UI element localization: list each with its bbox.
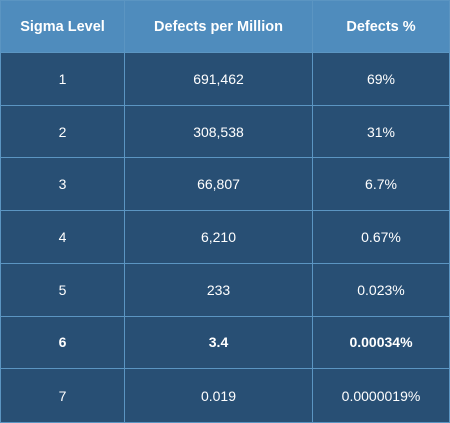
cell-dpm: 691,462 bbox=[125, 53, 313, 106]
cell-sigma: 1 bbox=[1, 53, 125, 106]
cell-pct: 0.0000019% bbox=[313, 369, 449, 422]
cell-dpm: 308,538 bbox=[125, 105, 313, 159]
cell-dpm: 6,210 bbox=[125, 211, 313, 264]
cell-pct: 69% bbox=[313, 53, 449, 106]
cell-sigma: 2 bbox=[1, 105, 125, 159]
cell-pct: 31% bbox=[313, 105, 449, 159]
cell-sigma: 7 bbox=[1, 369, 125, 422]
cell-pct: 0.00034% bbox=[313, 316, 449, 370]
cell-dpm: 0.019 bbox=[125, 369, 313, 422]
cell-dpm: 233 bbox=[125, 263, 313, 317]
cell-pct: 6.7% bbox=[313, 158, 449, 212]
header-sigma-level: Sigma Level bbox=[1, 1, 125, 53]
header-defects-per-million: Defects per Million bbox=[125, 1, 313, 53]
cell-pct: 0.023% bbox=[313, 263, 449, 317]
cell-sigma: 6 bbox=[1, 316, 125, 370]
cell-sigma: 5 bbox=[1, 263, 125, 317]
cell-dpm: 3.4 bbox=[125, 316, 313, 370]
cell-sigma: 3 bbox=[1, 158, 125, 212]
cell-sigma: 4 bbox=[1, 211, 125, 264]
cell-dpm: 66,807 bbox=[125, 158, 313, 212]
cell-pct: 0.67% bbox=[313, 211, 449, 264]
header-defects-percent: Defects % bbox=[313, 1, 449, 53]
